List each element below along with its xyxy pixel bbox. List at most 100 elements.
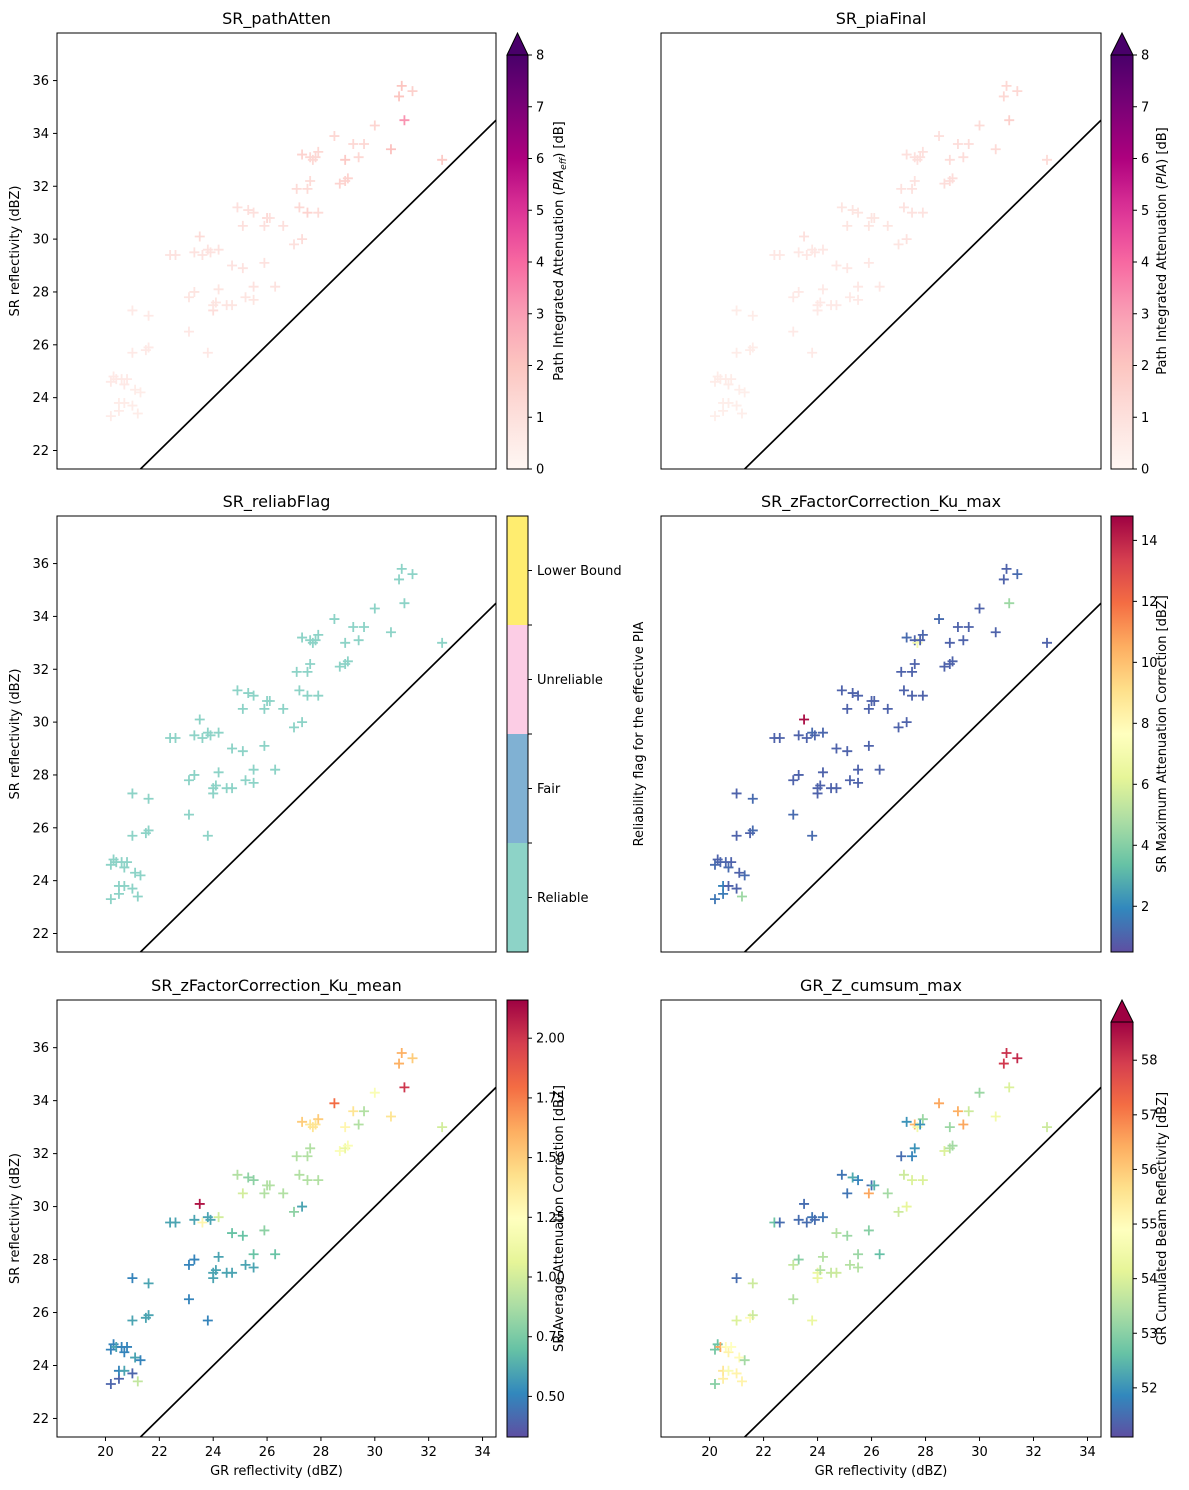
data-point (958, 635, 969, 646)
y-tick-label: 26 (32, 821, 49, 836)
data-point (723, 379, 734, 390)
data-point (874, 281, 885, 292)
data-point (119, 379, 130, 390)
data-point (396, 80, 407, 91)
data-point (709, 894, 720, 905)
data-point (210, 297, 221, 308)
panel-title: GR_Z_cumsum_max (800, 976, 962, 996)
data-point (278, 220, 289, 231)
axes-frame (56, 32, 497, 470)
data-point (842, 263, 853, 274)
data-point (232, 685, 243, 696)
data-point (893, 722, 904, 733)
panel-title: SR_pathAtten (222, 9, 331, 29)
data-point (135, 870, 146, 881)
y-tick-label: 36 (32, 557, 49, 572)
data-point (836, 685, 847, 696)
data-point (437, 1122, 448, 1133)
data-point (297, 1201, 308, 1212)
data-point (869, 1180, 880, 1191)
data-point (998, 91, 1009, 102)
data-point (259, 257, 270, 268)
x-tick-label: 30 (971, 1445, 988, 1460)
data-point (189, 286, 200, 297)
panel-title: SR_reliabFlag (223, 492, 331, 512)
y-tick-label: 30 (32, 233, 49, 248)
scatter-points (105, 1047, 448, 1390)
y-tick-label: 34 (32, 127, 49, 142)
data-point (313, 1175, 324, 1186)
data-point (747, 793, 758, 804)
data-point (998, 574, 1009, 585)
data-point (952, 621, 963, 632)
data-point (893, 1206, 904, 1217)
data-point (874, 764, 885, 775)
one-to-one-line (743, 1086, 1101, 1437)
x-tick-label: 26 (259, 1445, 276, 1460)
data-point (227, 260, 238, 271)
data-point (853, 690, 864, 701)
colorbar-tick-label: 8 (536, 49, 544, 64)
data-point (183, 1259, 194, 1270)
data-point (1001, 1047, 1012, 1058)
x-tick-label: 30 (367, 1445, 384, 1460)
data-point (369, 603, 380, 614)
data-point (210, 1265, 221, 1276)
data-point (898, 685, 909, 696)
data-point (313, 146, 324, 157)
data-point (788, 775, 799, 786)
colorbar-tick-label: Reliable (537, 891, 589, 906)
data-point (958, 1119, 969, 1130)
y-tick-label: 32 (32, 180, 49, 195)
data-point (170, 249, 181, 260)
data-point (232, 1169, 243, 1180)
data-point (1042, 637, 1053, 648)
x-tick-label: 34 (1079, 1445, 1096, 1460)
data-point (893, 239, 904, 250)
data-point (723, 862, 734, 873)
data-point (901, 149, 912, 160)
data-point (213, 727, 224, 738)
data-point (396, 563, 407, 574)
scatter-points (105, 80, 448, 422)
data-point (863, 220, 874, 231)
data-point (917, 1114, 928, 1125)
data-point (237, 263, 248, 274)
data-point (329, 131, 340, 142)
colorbar-tick-label: 54 (1141, 1272, 1158, 1287)
data-point (289, 1206, 300, 1217)
data-point (974, 120, 985, 131)
data-point (869, 695, 880, 706)
data-point (853, 764, 864, 775)
data-point (963, 1106, 974, 1117)
data-point (809, 730, 820, 741)
y-tick-label: 28 (32, 285, 49, 300)
x-tick-label: 26 (863, 1445, 880, 1460)
data-point (793, 1214, 804, 1225)
data-point (183, 809, 194, 820)
data-point (202, 1315, 213, 1326)
colorbar-gradient (1111, 55, 1133, 469)
colorbar-tick-label: 53 (1141, 1327, 1158, 1342)
data-point (127, 1315, 138, 1326)
data-point (793, 730, 804, 741)
colorbar-tick-label: 1.75 (536, 1091, 565, 1106)
data-point (952, 1106, 963, 1117)
panel-GR_Z_cumsum_max: GR_Z_cumsum_max 20 22 24 26 28 30 32 34 GR reflec… (660, 976, 1170, 1479)
data-point (143, 825, 154, 836)
data-point (747, 1278, 758, 1289)
data-point (202, 830, 213, 841)
data-point (259, 220, 270, 231)
y-tick-label: 30 (32, 1200, 49, 1215)
data-point (907, 666, 918, 677)
data-point (896, 183, 907, 194)
data-point (334, 661, 345, 672)
data-point (240, 1259, 251, 1270)
data-point (119, 1365, 130, 1376)
data-point (731, 347, 742, 358)
data-point (901, 1201, 912, 1212)
data-point (801, 1217, 812, 1228)
axes-frame (660, 515, 1102, 953)
x-tick-label: 22 (151, 1445, 168, 1460)
